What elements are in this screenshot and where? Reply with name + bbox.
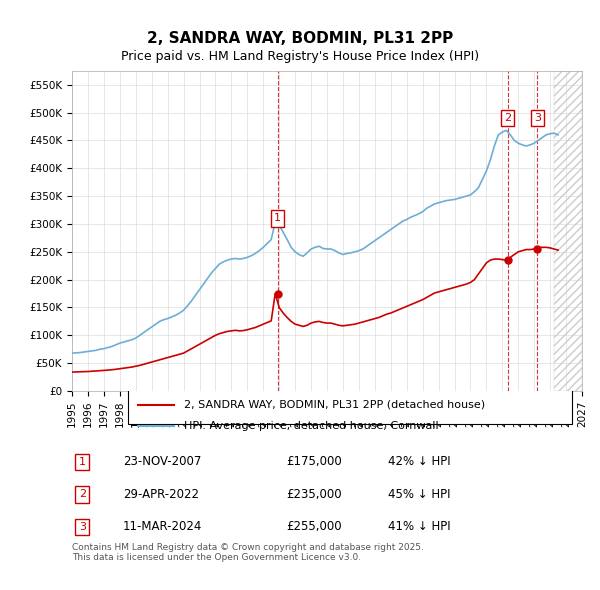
Text: 42% ↓ HPI: 42% ↓ HPI: [388, 455, 451, 468]
Text: £235,000: £235,000: [286, 488, 342, 501]
Text: 45% ↓ HPI: 45% ↓ HPI: [388, 488, 451, 501]
Text: 41% ↓ HPI: 41% ↓ HPI: [388, 520, 451, 533]
Text: Price paid vs. HM Land Registry's House Price Index (HPI): Price paid vs. HM Land Registry's House …: [121, 50, 479, 63]
Text: £255,000: £255,000: [286, 520, 342, 533]
Text: 23-NOV-2007: 23-NOV-2007: [123, 455, 202, 468]
Text: 2, SANDRA WAY, BODMIN, PL31 2PP: 2, SANDRA WAY, BODMIN, PL31 2PP: [147, 31, 453, 46]
Text: 2: 2: [504, 113, 511, 123]
Text: 2: 2: [79, 490, 86, 500]
FancyBboxPatch shape: [128, 373, 572, 424]
Text: 2, SANDRA WAY, BODMIN, PL31 2PP (detached house): 2, SANDRA WAY, BODMIN, PL31 2PP (detache…: [184, 400, 485, 410]
Text: 3: 3: [79, 522, 86, 532]
Text: 1: 1: [79, 457, 86, 467]
Text: 3: 3: [534, 113, 541, 123]
Text: 29-APR-2022: 29-APR-2022: [123, 488, 199, 501]
Text: Contains HM Land Registry data © Crown copyright and database right 2025.
This d: Contains HM Land Registry data © Crown c…: [72, 543, 424, 562]
Text: £175,000: £175,000: [286, 455, 342, 468]
Text: 11-MAR-2024: 11-MAR-2024: [123, 520, 202, 533]
Text: HPI: Average price, detached house, Cornwall: HPI: Average price, detached house, Corn…: [184, 421, 439, 431]
Text: 1: 1: [274, 214, 281, 224]
